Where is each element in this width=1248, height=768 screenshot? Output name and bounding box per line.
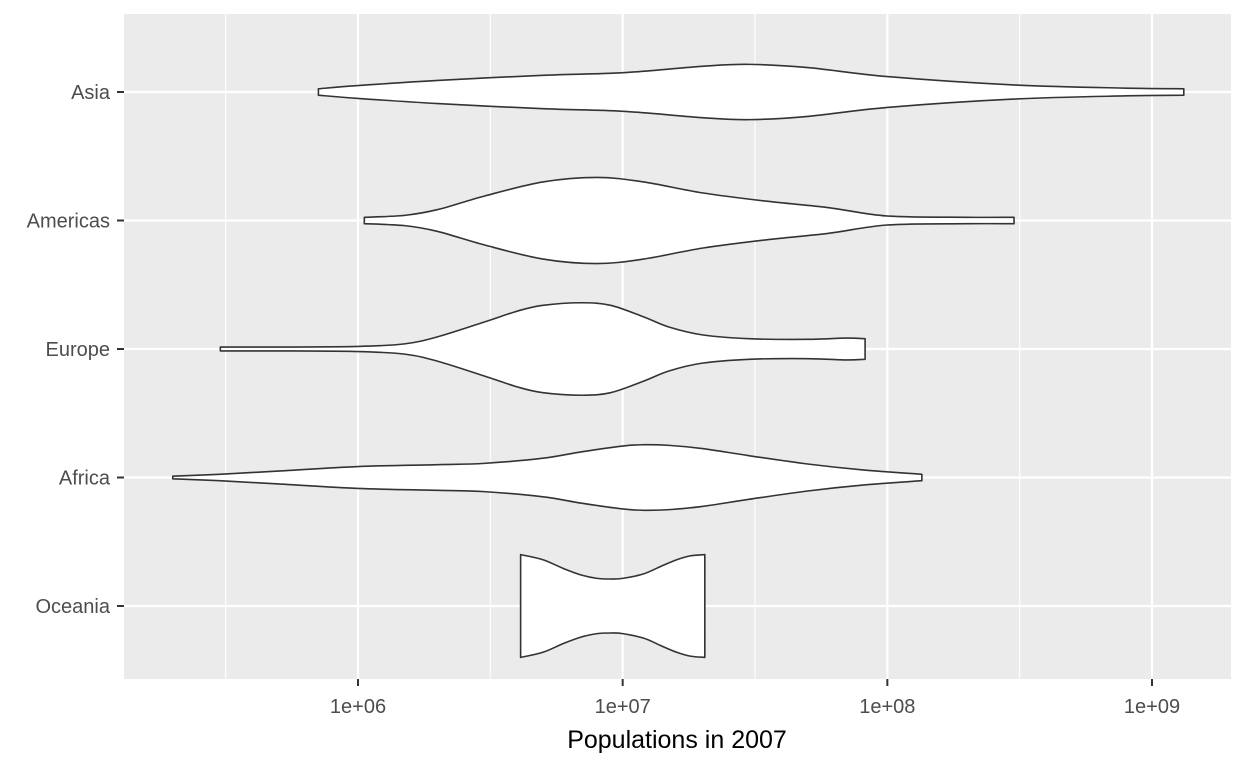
- x-tick-label: 1e+09: [1124, 696, 1180, 718]
- violin-oceania: [519, 553, 706, 659]
- x-axis-title: Populations in 2007: [567, 726, 787, 754]
- y-tick-label-americas: Americas: [27, 211, 110, 233]
- y-tick-label-oceania: Oceania: [36, 596, 111, 618]
- y-axis: Oceania Africa Europe Americas Asia: [27, 82, 124, 618]
- violin-africa: [171, 443, 923, 512]
- x-tick-label: 1e+08: [859, 696, 915, 718]
- x-axis: 1e+06 1e+07 1e+08 1e+09: [330, 679, 1180, 718]
- y-tick-label-asia: Asia: [71, 82, 111, 104]
- violins: [171, 63, 1185, 659]
- y-tick-label-europe: Europe: [46, 339, 111, 361]
- violin-asia: [317, 63, 1185, 121]
- violin-europe: [219, 301, 866, 397]
- x-tick-label: 1e+06: [330, 696, 386, 718]
- violin-americas: [363, 176, 1015, 265]
- x-tick-label: 1e+07: [595, 696, 651, 718]
- y-tick-label-africa: Africa: [59, 468, 111, 490]
